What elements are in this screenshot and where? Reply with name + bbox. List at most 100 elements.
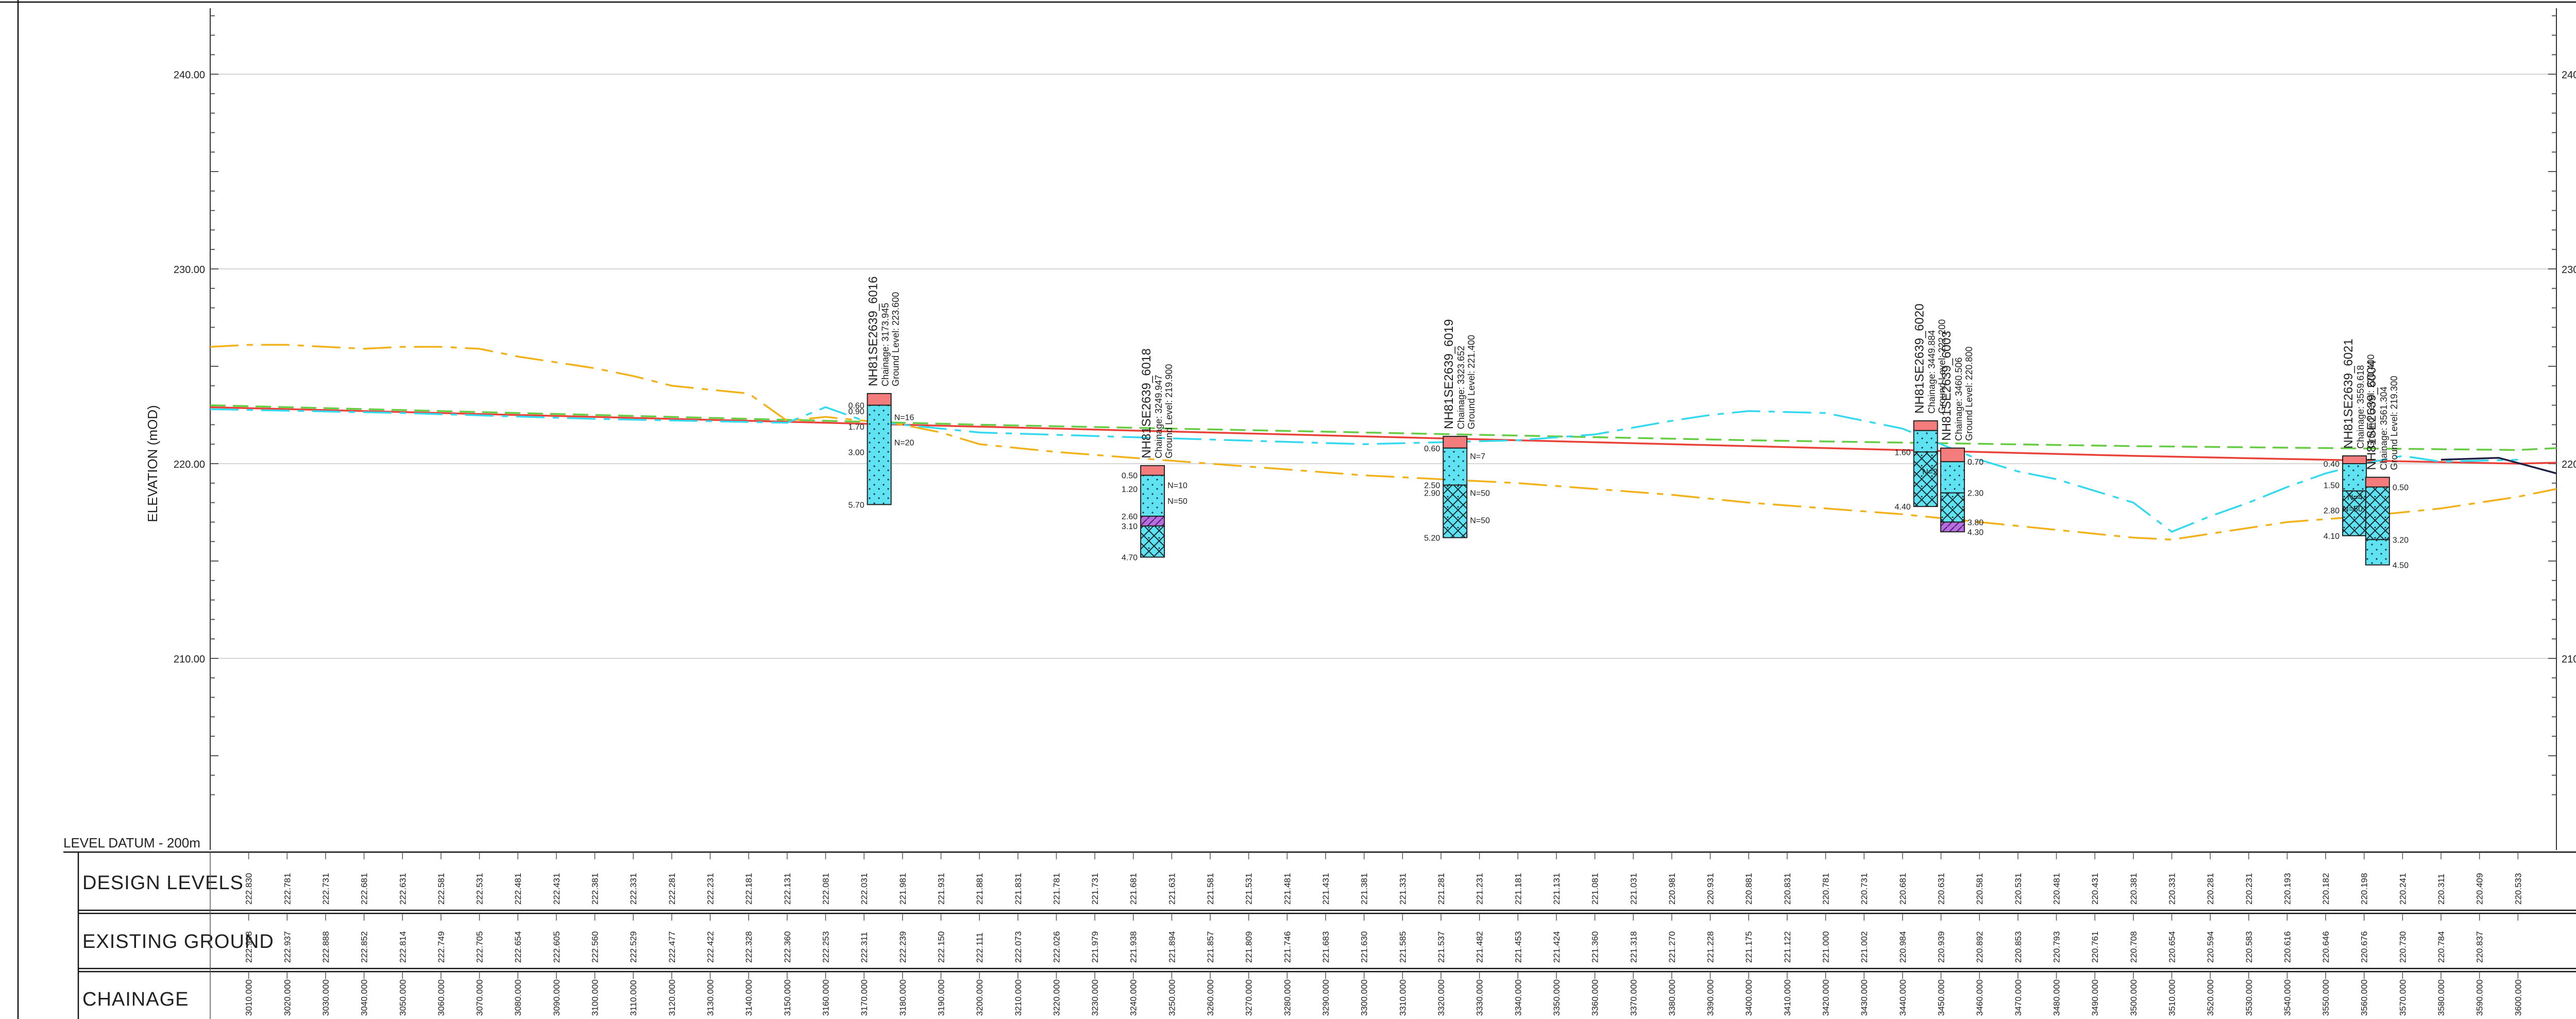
existing-ground-value: 221.979 — [1090, 931, 1100, 963]
profile-line-design — [210, 406, 2557, 465]
chainage-value: 3550.000 — [2321, 979, 2331, 1016]
borehole-depth-label: 0.40 — [2324, 460, 2340, 469]
chainage-value: 3430.000 — [1859, 979, 1869, 1016]
chainage-value: 3210.000 — [1013, 979, 1023, 1016]
y-tick-label-left: 220.00 — [174, 459, 205, 470]
existing-ground-value: 222.328 — [744, 931, 754, 963]
design-level-value: 220.241 — [2398, 873, 2408, 905]
borehole-chainage: Chainage: 3561.304 — [2379, 386, 2389, 470]
chainage-value: 3190.000 — [936, 979, 946, 1016]
design-level-value: 222.830 — [244, 873, 254, 905]
chainage-value: 3580.000 — [2436, 979, 2446, 1016]
design-level-value: 222.131 — [783, 873, 792, 905]
chainage-value: 3180.000 — [898, 979, 908, 1016]
existing-ground-value: 221.809 — [1244, 931, 1254, 963]
borehole-depth-label: 2.90 — [1424, 489, 1440, 498]
existing-ground-value: 220.853 — [2013, 931, 2023, 963]
borehole-title: NH81SE2639_6021Chainage: 3559.618Ground … — [2342, 338, 2376, 449]
design-level-value: 221.881 — [975, 873, 985, 905]
existing-ground-value: 222.888 — [321, 931, 331, 963]
borehole-layer-clay — [867, 404, 892, 505]
design-level-value: 221.081 — [1590, 873, 1600, 905]
design-level-value: 220.182 — [2321, 873, 2331, 905]
existing-ground-value: 222.311 — [859, 932, 869, 963]
existing-ground-value: 220.646 — [2321, 931, 2331, 963]
existing-ground-value: 222.998 — [244, 931, 254, 963]
existing-ground-value: 222.852 — [360, 931, 369, 963]
chainage-label: CHAINAGE — [82, 989, 189, 1010]
chainage-value: 3560.000 — [2360, 979, 2369, 1016]
existing-ground-value: 220.676 — [2360, 931, 2369, 963]
design-level-value: 221.531 — [1244, 873, 1254, 905]
borehole-layer-gravel — [2365, 486, 2390, 540]
design-level-value: 220.931 — [1706, 873, 1716, 905]
borehole-depth-label: 1.20 — [1122, 485, 1138, 494]
borehole-chainage: Chainage: 3559.618 — [2355, 365, 2366, 449]
design-level-value: 220.331 — [2167, 873, 2177, 905]
existing-ground-value: 222.111 — [975, 932, 985, 963]
borehole-depth-label: 2.60 — [1122, 513, 1138, 521]
borehole-layer-clay — [2365, 539, 2390, 566]
design-level-value: 222.581 — [436, 873, 446, 905]
profile-line-dark — [2441, 456, 2557, 474]
borehole-spt-label: N=10 — [1167, 482, 1188, 490]
chainage-value: 3380.000 — [1667, 979, 1677, 1016]
borehole-depth-label: 3.00 — [848, 448, 864, 457]
chainage-value: 3240.000 — [1129, 979, 1139, 1016]
y-tick-label-left: 230.00 — [174, 264, 205, 276]
borehole-spt-label: N=50 — [1470, 489, 1490, 498]
borehole-depth-label: 1.50 — [2324, 482, 2340, 490]
design-level-value: 220.381 — [2129, 873, 2139, 905]
design-level-value: 220.198 — [2360, 873, 2369, 905]
borehole-depth-label: 4.10 — [2324, 532, 2340, 541]
design-level-value: 222.281 — [667, 873, 677, 905]
existing-ground-value: 221.000 — [1821, 931, 1831, 963]
existing-ground-value: 220.761 — [2090, 931, 2100, 963]
existing-ground-value: 221.683 — [1321, 931, 1331, 963]
borehole-spt-label: N=50 — [2343, 505, 2363, 514]
borehole-layer-peat — [1940, 521, 1965, 533]
chainage-value: 3370.000 — [1629, 979, 1638, 1016]
chainage-value: 3470.000 — [2013, 979, 2023, 1016]
existing-ground-value: 221.318 — [1629, 931, 1638, 963]
chainage-value: 3130.000 — [706, 979, 716, 1016]
chainage-value: 3600.000 — [2513, 979, 2523, 1016]
borehole-id: NH81SE2639_6003 — [1940, 331, 1954, 441]
chainage-value: 3570.000 — [2398, 979, 2408, 1016]
borehole-layer-topsoil — [867, 393, 892, 406]
borehole-id: NH81SE2639_6018 — [1140, 348, 1154, 458]
design-level-value: 220.631 — [1937, 873, 1946, 905]
borehole-5: 0.401.502.804.10N=5NH81SE2639_6021Chaina… — [2324, 338, 2385, 540]
borehole-layer-gravel — [1140, 525, 1165, 558]
design-level-value: 222.781 — [282, 873, 292, 905]
design-level-value: 221.131 — [1552, 873, 1562, 905]
borehole-layer-topsoil — [1443, 436, 1468, 449]
borehole-ground-level: Ground Level: 220.800 — [1964, 347, 1974, 441]
existing-ground-value: 220.892 — [1975, 931, 1985, 963]
existing-ground-value: 222.605 — [552, 931, 562, 963]
existing-ground-value: 221.424 — [1552, 931, 1562, 963]
profile-lines — [210, 344, 2557, 541]
borehole-spt-label: N=16 — [894, 413, 914, 422]
existing-ground-value: 220.583 — [2244, 931, 2254, 963]
design-level-value: 222.181 — [744, 873, 754, 905]
design-level-value: 220.531 — [2013, 873, 2023, 905]
existing-ground-label: EXISTING GROUND — [82, 931, 274, 953]
existing-ground-value: 221.585 — [1398, 931, 1408, 963]
borehole-ground-level: Ground Level: 219.900 — [1164, 364, 1174, 458]
design-level-value: 221.331 — [1398, 873, 1408, 905]
chainage-value: 3020.000 — [282, 979, 292, 1016]
borehole-spt-label: N=20 — [894, 438, 914, 447]
existing-ground-value: 222.073 — [1013, 931, 1023, 963]
existing-ground-value: 221.482 — [1475, 931, 1485, 963]
borehole-depth-label: 0.70 — [1968, 458, 1984, 467]
borehole-depth-label: 0.60 — [848, 402, 864, 411]
design-level-value: 220.981 — [1667, 873, 1677, 905]
existing-ground-value: 220.730 — [2398, 931, 2408, 963]
borehole-spt-label: N=7 — [1470, 452, 1485, 461]
design-level-value: 220.409 — [2475, 873, 2485, 905]
design-level-value: 220.681 — [1898, 873, 1908, 905]
existing-ground-value: 222.560 — [590, 931, 600, 963]
design-level-value: 222.481 — [513, 873, 523, 905]
design-level-value: 220.831 — [1783, 873, 1792, 905]
